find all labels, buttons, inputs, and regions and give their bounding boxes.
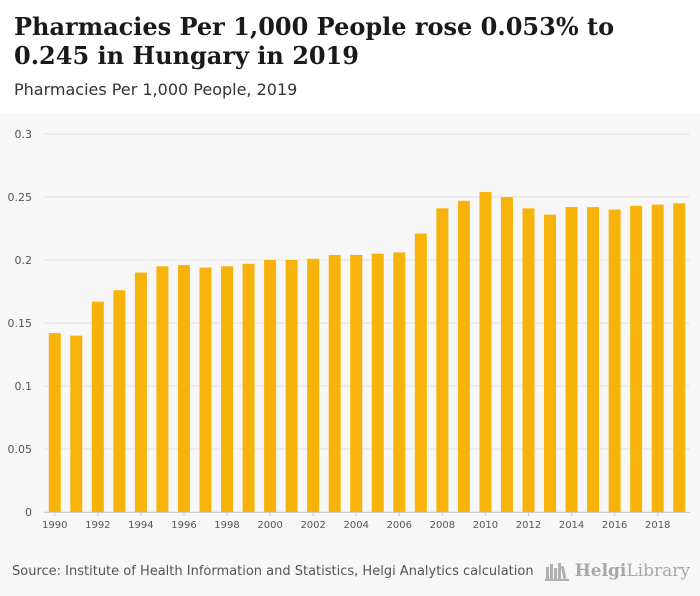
- x-tick-label: 1992: [85, 520, 110, 531]
- x-tick-label: 2018: [645, 520, 670, 531]
- x-tick-label: 2000: [257, 520, 282, 531]
- x-tick-label: 1990: [42, 520, 67, 531]
- y-tick-label: 0.15: [8, 317, 33, 330]
- bar-2014: [565, 207, 578, 512]
- bar-1998: [221, 266, 234, 512]
- page-title: Pharmacies Per 1,000 People rose 0.053% …: [14, 12, 615, 70]
- bar-2018: [651, 204, 664, 512]
- header: Pharmacies Per 1,000 People rose 0.053% …: [0, 0, 700, 114]
- bar-2017: [630, 205, 643, 512]
- y-tick-label: 0.3: [15, 128, 33, 141]
- chart-subtitle: Pharmacies Per 1,000 People, 2019: [14, 80, 298, 99]
- x-tick-label: 1994: [128, 520, 153, 531]
- bar-1996: [177, 265, 190, 512]
- x-tick-label: 2004: [344, 520, 369, 531]
- bar-2008: [436, 208, 449, 512]
- bar-2016: [608, 209, 621, 512]
- bar-2007: [414, 233, 427, 512]
- x-tick-label: 2014: [559, 520, 584, 531]
- bar-1997: [199, 267, 212, 512]
- x-tick-label: 2008: [430, 520, 455, 531]
- bar-1994: [134, 272, 147, 512]
- bar-2003: [328, 254, 341, 512]
- x-tick-label: 2010: [473, 520, 498, 531]
- bar-chart: 0 0.05 0.1 0.15 0.2 0.25 0.3 1990 1992 1994 1996 19…: [8, 128, 690, 531]
- bookshelf-icon: [544, 563, 569, 581]
- bar-2006: [393, 252, 406, 512]
- bar-2011: [500, 197, 513, 512]
- bar-2015: [587, 207, 600, 512]
- bar-1992: [91, 301, 104, 512]
- x-tick-label: 1998: [214, 520, 239, 531]
- bar-1995: [156, 266, 169, 512]
- bar-2010: [479, 191, 492, 512]
- bar-2009: [457, 200, 470, 512]
- bar-1990: [48, 333, 61, 512]
- x-tick-label: 1996: [171, 520, 196, 531]
- bar-1993: [113, 290, 126, 512]
- x-tick-label: 2006: [387, 520, 412, 531]
- bar-2004: [350, 254, 363, 512]
- bar-2012: [522, 208, 535, 512]
- x-tick-label: 2012: [516, 520, 541, 531]
- bar-1999: [242, 263, 255, 512]
- bar-2002: [307, 258, 320, 512]
- y-tick-label: 0.2: [15, 254, 33, 267]
- bar-2005: [371, 253, 384, 512]
- chart-area: 0 0.05 0.1 0.15 0.2 0.25 0.3 1990 1992 1994 1996 19…: [0, 114, 700, 596]
- source-note: Source: Institute of Health Information …: [12, 564, 534, 579]
- logo-text: HelgiLibrary: [574, 561, 690, 581]
- x-tick-label: 2016: [602, 520, 627, 531]
- bar-2001: [285, 260, 298, 512]
- y-tick-label: 0.05: [8, 443, 33, 456]
- helgi-library-logo: HelgiLibrary: [544, 561, 690, 581]
- bar-1991: [70, 335, 83, 512]
- y-tick-label: 0: [25, 506, 32, 519]
- bar-2013: [544, 214, 557, 512]
- y-tick-label: 0.25: [8, 191, 33, 204]
- x-tick-label: 2002: [300, 520, 325, 531]
- y-tick-label: 0.1: [15, 380, 33, 393]
- bar-2000: [264, 260, 277, 512]
- bar-2019: [673, 203, 686, 513]
